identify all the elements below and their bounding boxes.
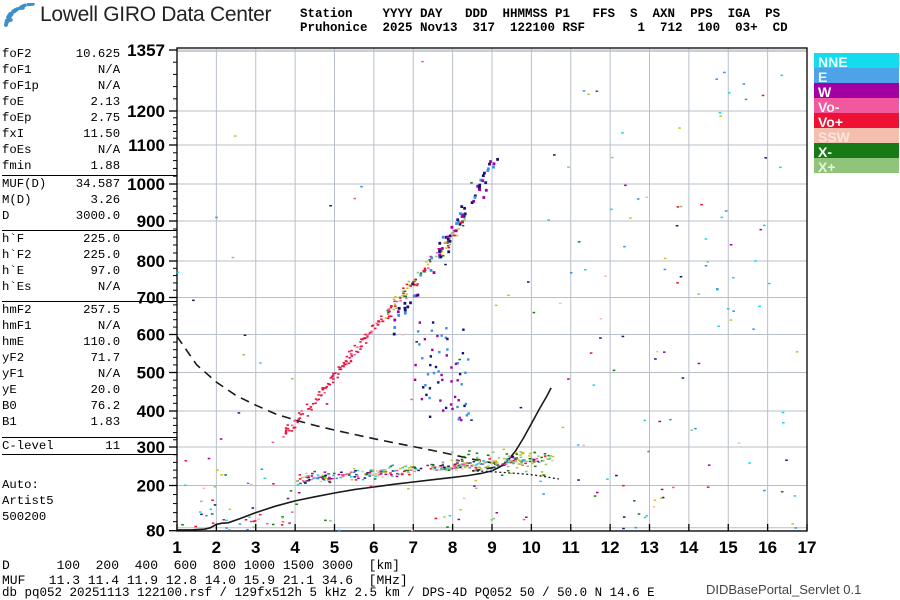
svg-text:700: 700: [137, 289, 165, 308]
svg-text:7: 7: [409, 538, 418, 557]
svg-text:300: 300: [137, 438, 165, 457]
svg-text:15: 15: [719, 538, 738, 557]
svg-text:2: 2: [212, 538, 221, 557]
svg-text:600: 600: [137, 326, 165, 345]
svg-text:6: 6: [369, 538, 378, 557]
svg-text:10: 10: [522, 538, 541, 557]
svg-text:3: 3: [251, 538, 260, 557]
svg-text:1: 1: [172, 538, 181, 557]
svg-text:4: 4: [290, 538, 300, 557]
svg-text:1200: 1200: [127, 102, 165, 121]
svg-text:400: 400: [137, 402, 165, 421]
svg-text:900: 900: [137, 212, 165, 231]
svg-text:500: 500: [137, 364, 165, 383]
svg-text:1000: 1000: [127, 175, 165, 194]
svg-text:1357: 1357: [127, 41, 165, 60]
svg-text:1100: 1100: [128, 136, 165, 155]
svg-text:5: 5: [330, 538, 339, 557]
svg-text:8: 8: [448, 538, 457, 557]
svg-text:14: 14: [679, 538, 698, 557]
svg-text:12: 12: [601, 538, 620, 557]
svg-text:80: 80: [146, 522, 165, 541]
svg-text:200: 200: [137, 477, 165, 496]
svg-text:17: 17: [798, 538, 817, 557]
svg-text:16: 16: [758, 538, 777, 557]
svg-text:11: 11: [562, 538, 580, 557]
svg-text:13: 13: [640, 538, 659, 557]
svg-text:9: 9: [487, 538, 496, 557]
svg-text:800: 800: [137, 252, 165, 271]
